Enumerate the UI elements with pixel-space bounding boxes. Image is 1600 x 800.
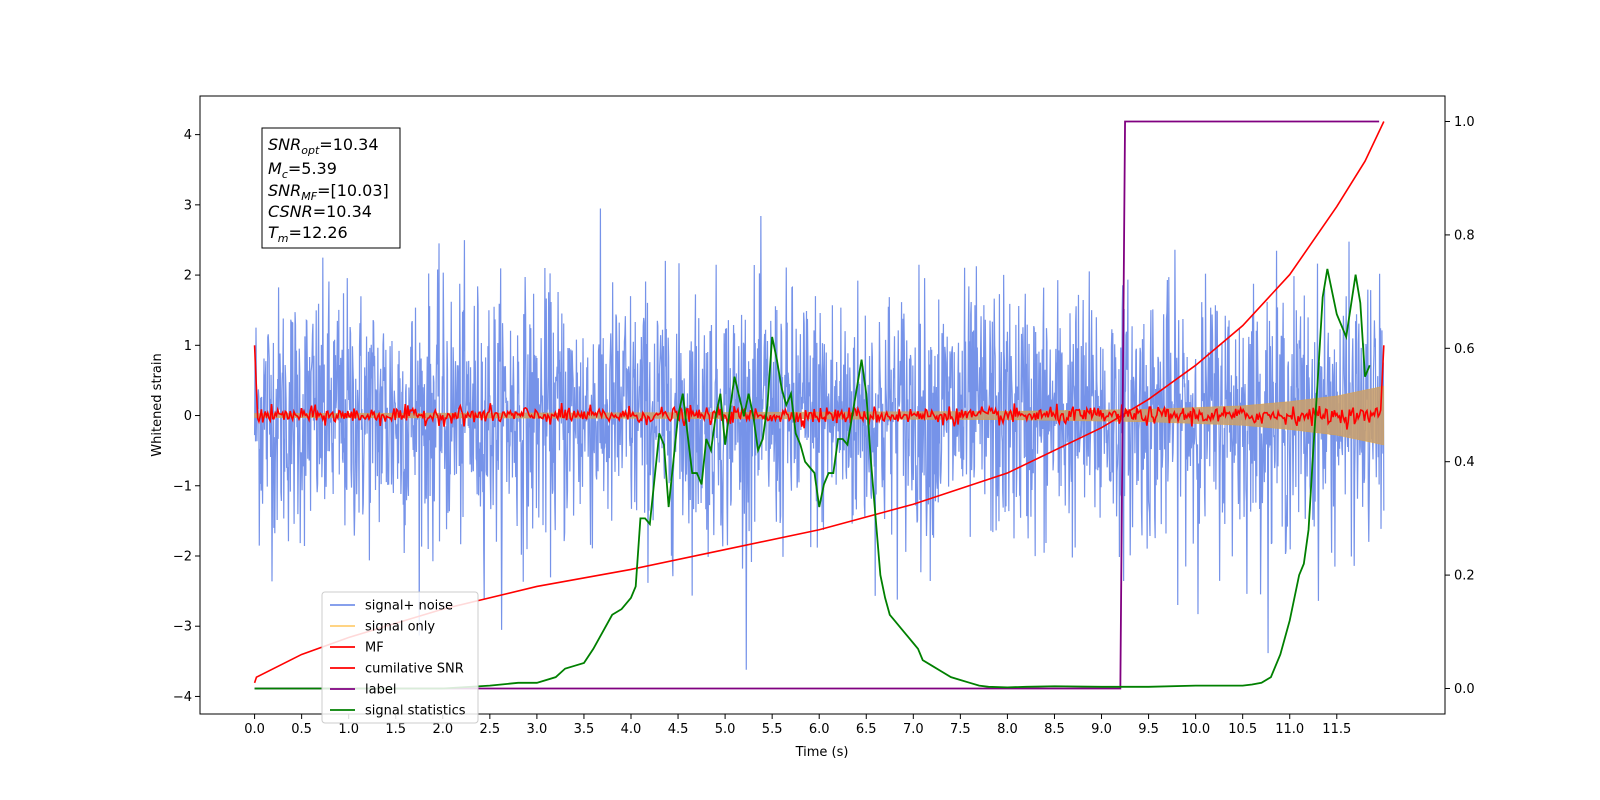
y-left-tick-label: 1 [184,339,192,354]
annotation-frame [261,127,401,249]
legend-label: cumilative SNR [365,662,464,677]
signal-statistics-line [254,268,1371,690]
x-tick-label: 1.5 [385,722,406,737]
axis-ticks: 0.0 0.5 1.0 1.5 2.0 2.5 3.0 3.5 4.0 4.5 5.0 5.5 6.0 6… [173,115,1475,737]
y-right-tick-label: 0.2 [1454,569,1475,584]
x-tick-label: 4.5 [668,722,689,737]
legend-label: signal statistics [365,704,466,719]
legend-label: MF [365,641,384,656]
x-tick-label: 5.5 [762,722,783,737]
x-axis-label: Time (s) [795,745,849,760]
annotation-box: SNRopt=10.34 Mc=5.39 SNRMF=[10.03] CSNR=… [261,127,401,249]
annotation-snr-mf: SNRMF=[10.03] [268,181,389,203]
y-left-tick-label: 3 [184,198,192,213]
legend-frame [321,591,479,724]
legend-label: signal only [365,620,435,635]
annotation-mc: Mc=5.39 [268,159,337,181]
annotation-tm: Tm=12.26 [268,223,348,245]
x-tick-label: 10.5 [1228,722,1257,737]
x-tick-label: 7.5 [950,722,971,737]
y-axis-label: Whitened strain [150,353,165,456]
y-left-tick-label: −1 [173,479,192,494]
x-tick-label: 7.0 [903,722,924,737]
y-right-tick-label: 0.8 [1454,228,1475,243]
x-tick-label: 8.0 [997,722,1018,737]
mf-line [253,345,1385,430]
y-left-tick-label: −4 [173,690,192,705]
x-tick-label: 0.5 [291,722,312,737]
x-tick-label: 6.0 [809,722,830,737]
x-tick-label: 3.0 [527,722,548,737]
legend-label: signal+ noise [365,599,453,614]
y-left-tick-label: 2 [184,269,192,284]
x-tick-label: 10.0 [1181,722,1210,737]
y-left-tick-label: −3 [173,620,192,635]
label-line [254,120,1380,690]
x-tick-label: 3.5 [574,722,595,737]
legend-label: label [365,683,396,698]
y-right-tick-label: 1.0 [1454,115,1475,130]
annotation-csnr: CSNR=10.34 [268,202,372,221]
annotation-snr-opt: SNRopt=10.34 [268,135,379,157]
axes-frame [199,95,1446,715]
x-tick-label: 1.0 [338,722,359,737]
y-right-tick-label: 0.4 [1454,455,1475,470]
x-tick-label: 8.5 [1044,722,1065,737]
y-right-tick-label: 0.6 [1454,342,1475,357]
x-tick-label: 9.5 [1138,722,1159,737]
x-tick-label: 11.5 [1322,722,1351,737]
legend: signal+ noise signal only MF cumilative SNR… [321,591,479,724]
x-tick-label: 2.5 [479,722,500,737]
x-tick-label: 2.0 [432,722,453,737]
x-tick-label: 5.0 [715,722,736,737]
y-left-tick-label: 0 [184,409,192,424]
y-right-tick-label: 0.0 [1454,682,1475,697]
x-tick-label: 0.0 [244,722,265,737]
y-left-tick-label: −2 [173,549,192,564]
x-tick-label: 11.0 [1275,722,1304,737]
x-tick-label: 6.5 [856,722,877,737]
x-tick-label: 9.0 [1091,722,1112,737]
x-tick-label: 4.0 [621,722,642,737]
y-left-tick-label: 4 [184,128,192,143]
